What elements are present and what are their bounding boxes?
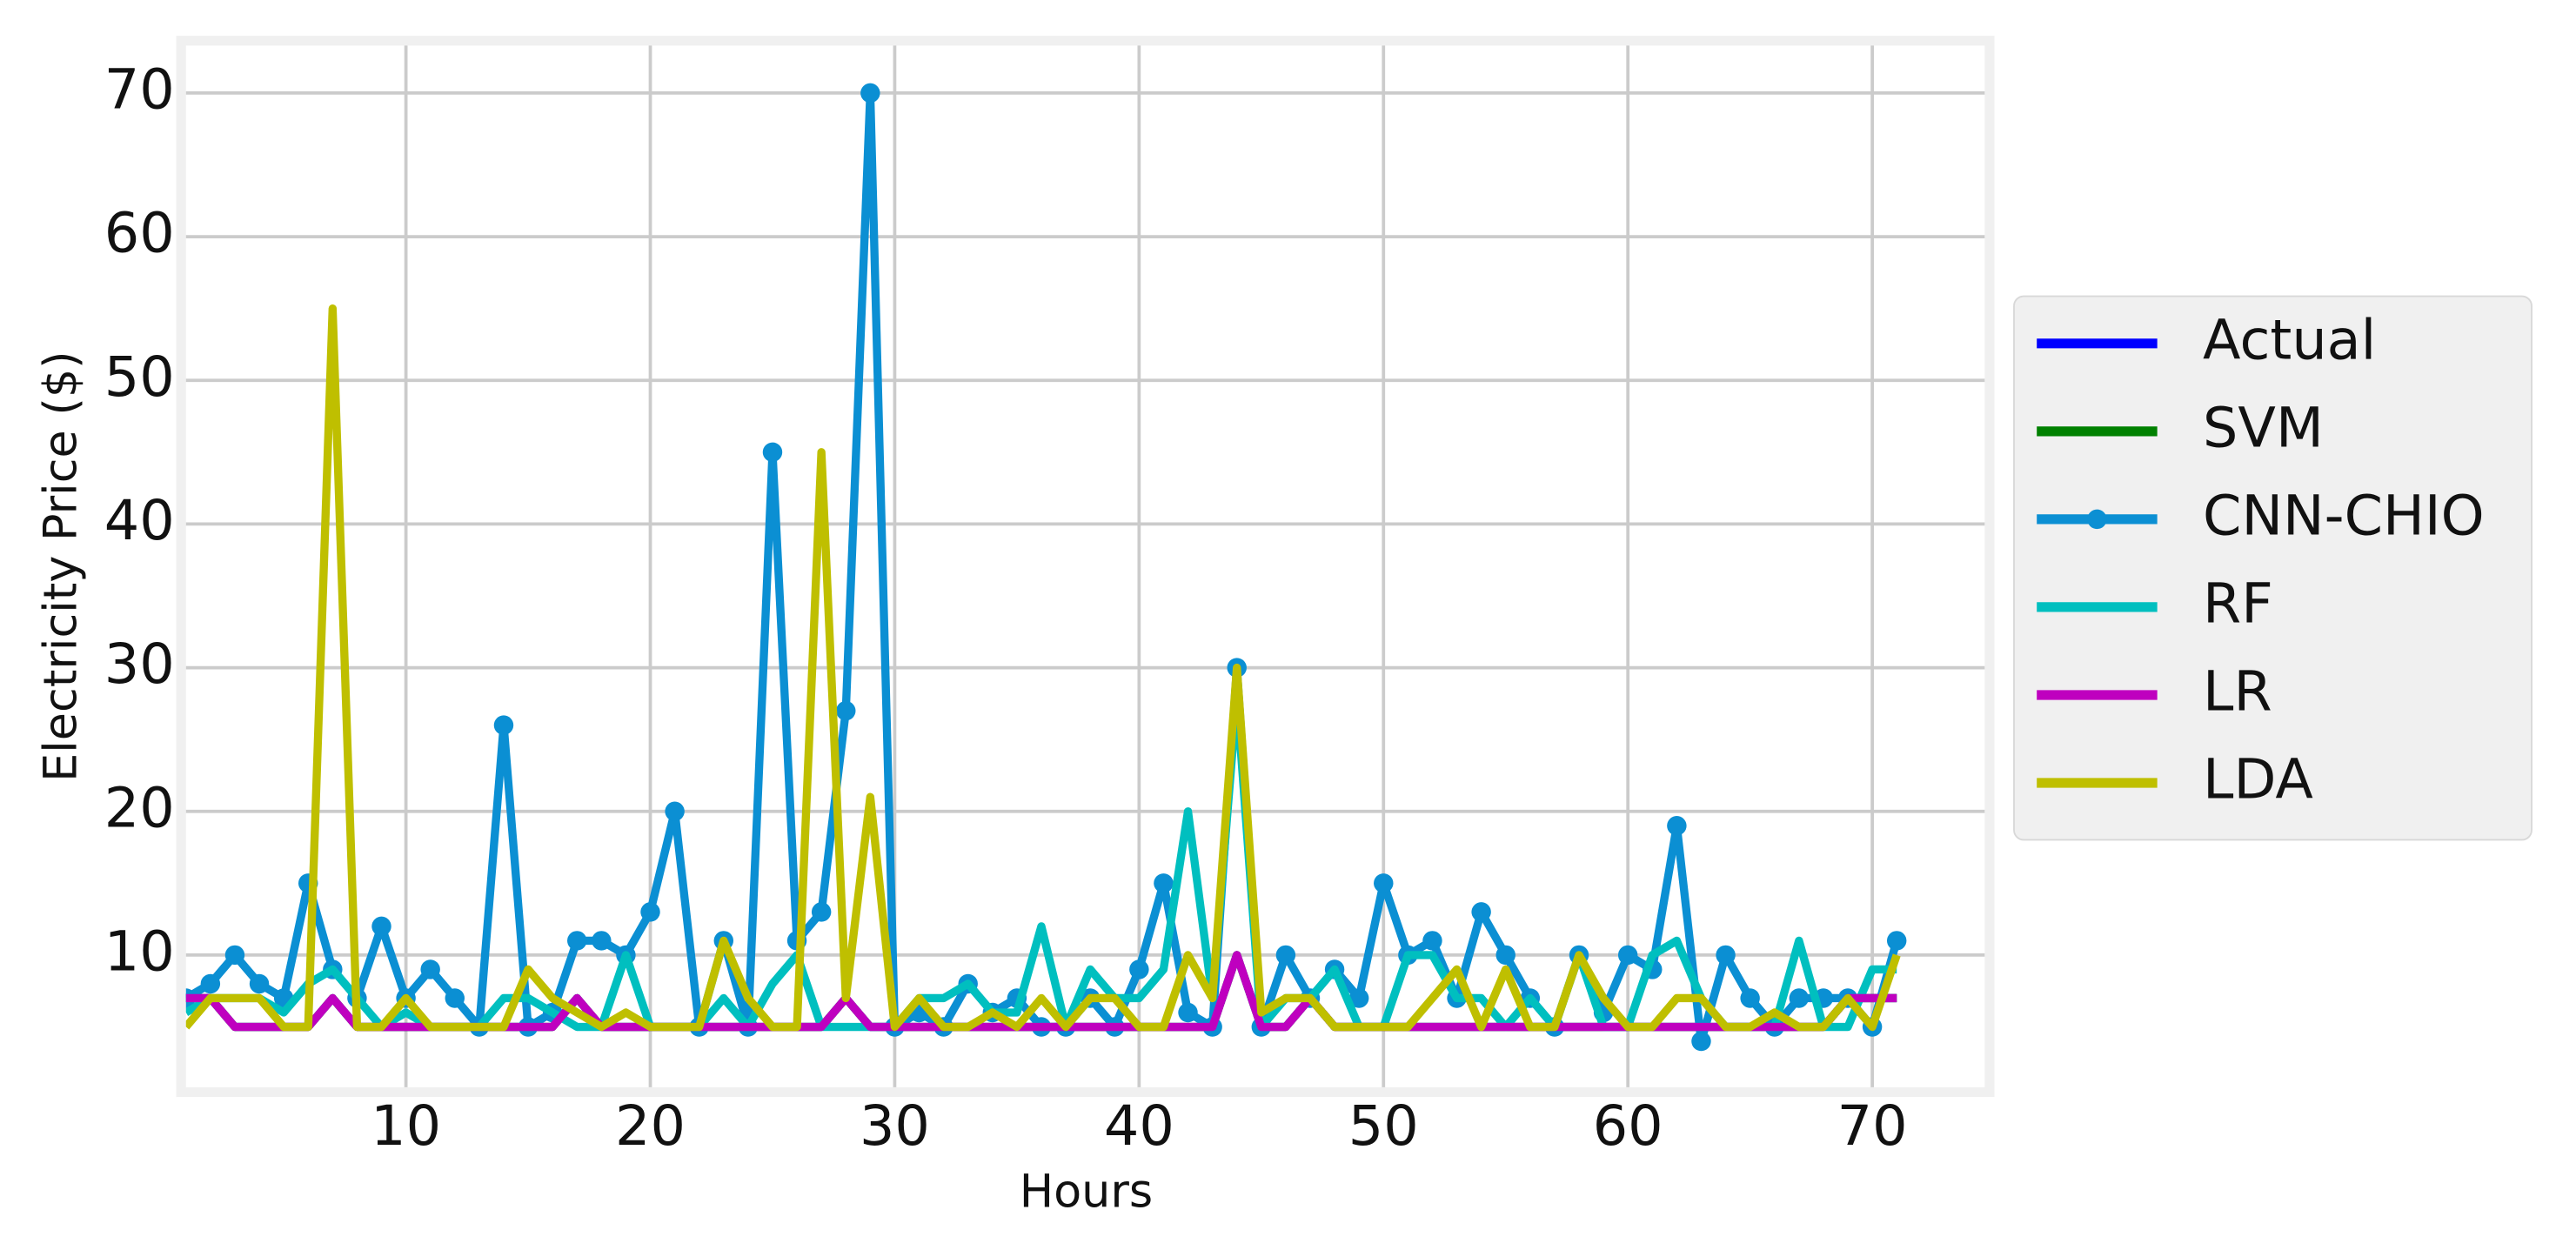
series-marker (1471, 902, 1491, 922)
series-marker (200, 973, 221, 994)
series-marker (1740, 988, 1760, 1008)
y-tick-label: 30 (104, 632, 175, 697)
legend-marker (2087, 509, 2107, 530)
series-marker (1789, 988, 1810, 1008)
series-marker (1374, 873, 1394, 893)
legend-label: Actual (2203, 308, 2376, 372)
series-marker (249, 973, 270, 994)
series-marker (1178, 1002, 1198, 1023)
legend-label: RF (2203, 572, 2273, 636)
x-tick-label: 50 (1348, 1094, 1419, 1159)
series-marker (811, 902, 832, 922)
series-line (185, 304, 1901, 1032)
series-marker (1348, 988, 1369, 1008)
y-axis-label: Electricity Price ($) (34, 351, 87, 781)
series-marker (1716, 945, 1736, 966)
series-marker (493, 715, 514, 735)
y-tick-label: 20 (104, 776, 175, 840)
x-axis-label: Hours (1020, 1165, 1153, 1218)
y-tick-label: 40 (104, 489, 175, 553)
series-marker (665, 801, 685, 821)
series-marker (1691, 1031, 1711, 1052)
y-tick-label: 50 (104, 345, 175, 410)
legend: Actual SVM CNN-CHIO RF LR LDA (2013, 295, 2533, 841)
series-marker (1422, 931, 1442, 951)
series-marker (1495, 945, 1515, 966)
series-marker (420, 959, 440, 979)
y-tick-label: 60 (104, 202, 175, 266)
y-tick-label: 70 (104, 57, 175, 122)
y-tick-label: 10 (104, 920, 175, 985)
legend-label: LDA (2203, 748, 2313, 812)
x-tick-label: 70 (1837, 1094, 1908, 1159)
legend-label: CNN-CHIO (2203, 484, 2485, 548)
series-marker (567, 931, 587, 951)
series-marker (1667, 816, 1687, 836)
legend-label: LR (2203, 660, 2272, 725)
x-tick-label: 20 (615, 1094, 686, 1159)
series-marker (445, 988, 465, 1008)
x-tick-label: 60 (1593, 1094, 1663, 1159)
x-tick-label: 40 (1104, 1094, 1174, 1159)
series-marker (640, 902, 660, 922)
series-marker (860, 83, 880, 104)
series-marker (371, 916, 391, 937)
plot-frame (176, 36, 1995, 1098)
series-marker (592, 931, 612, 951)
legend-label: SVM (2203, 396, 2324, 460)
series-marker (1154, 873, 1174, 893)
series-marker (836, 700, 856, 721)
series-marker (1129, 959, 1149, 979)
x-tick-label: 30 (860, 1094, 930, 1159)
series-marker (1617, 945, 1638, 966)
series-marker (1886, 931, 1907, 951)
series-marker (224, 945, 245, 966)
series-layer (185, 83, 1907, 1052)
series-marker (1275, 945, 1296, 966)
x-tick-label: 10 (371, 1094, 441, 1159)
series-marker (762, 442, 783, 463)
